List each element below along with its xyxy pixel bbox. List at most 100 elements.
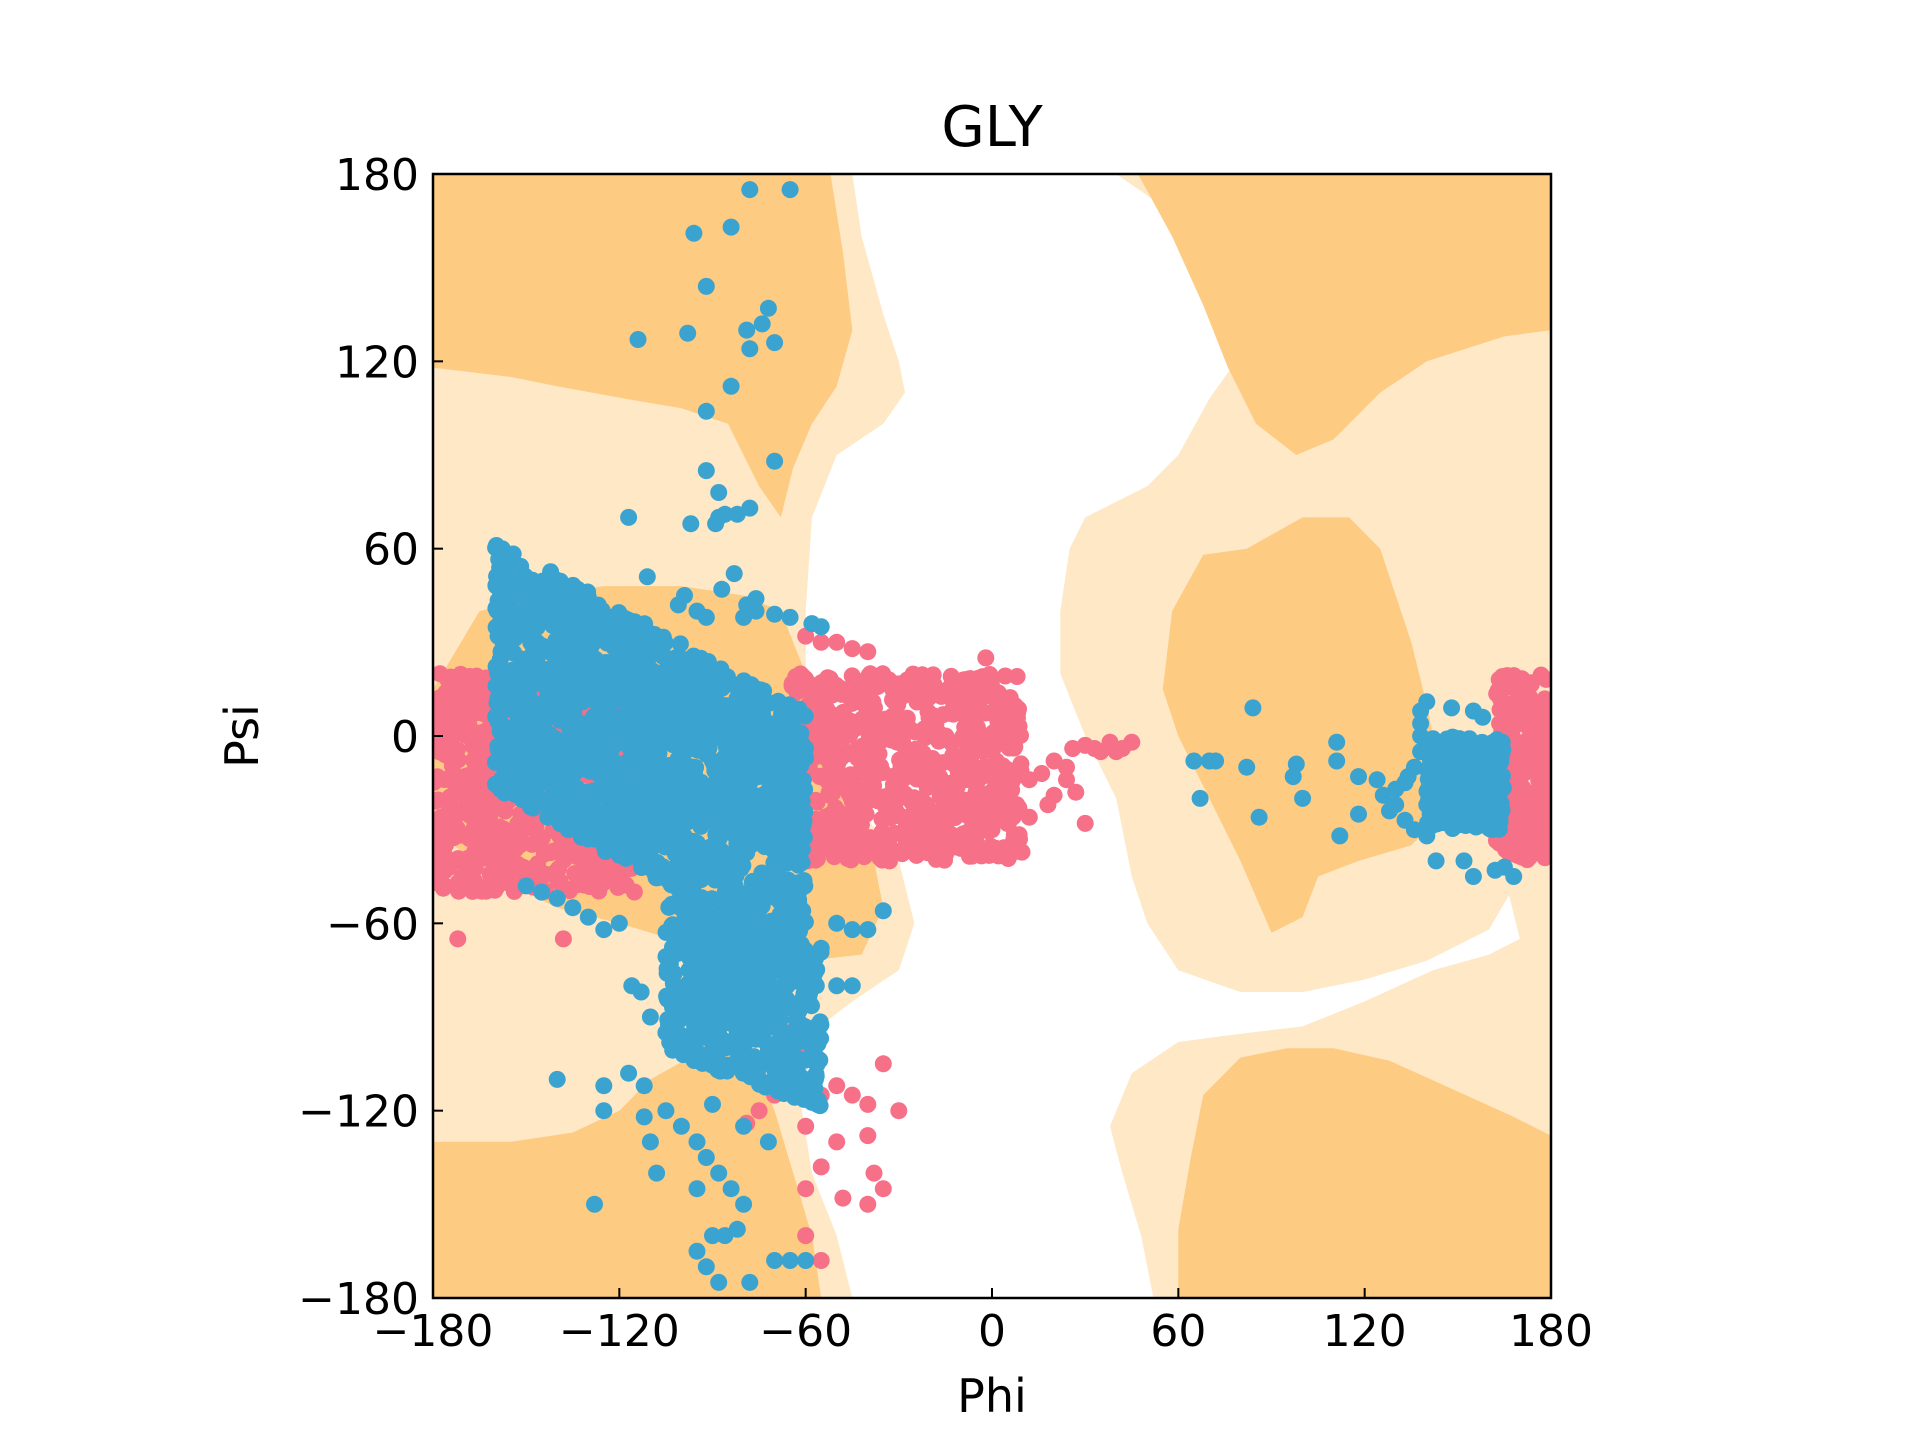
scatter-point: [747, 1030, 765, 1048]
scatter-point: [1514, 841, 1532, 859]
scatter-point: [718, 882, 736, 900]
scatter-point: [741, 340, 759, 358]
scatter-point: [636, 636, 654, 653]
scatter-point: [607, 667, 625, 685]
scatter-point: [933, 728, 951, 746]
scatter-point: [766, 1252, 784, 1269]
scatter-point: [788, 670, 806, 688]
scatter-point: [711, 974, 729, 992]
x-tick-label: 120: [1323, 1306, 1407, 1357]
scatter-point: [826, 716, 844, 734]
scatter-point: [681, 949, 698, 967]
scatter-point: [777, 835, 795, 853]
scatter-point: [446, 785, 464, 803]
scatter-point: [759, 1133, 777, 1151]
scatter-point: [737, 893, 755, 911]
scatter-point: [1443, 699, 1461, 717]
scatter-point: [902, 836, 920, 854]
x-tick-label: −120: [559, 1306, 680, 1357]
scatter-point: [843, 921, 861, 939]
scatter-point: [673, 855, 691, 873]
scatter-point: [779, 851, 797, 869]
scatter-point: [1086, 740, 1103, 757]
scatter-point: [797, 1252, 815, 1269]
scatter-point: [601, 815, 619, 833]
x-tick-label: −180: [373, 1306, 494, 1357]
scatter-point: [1008, 796, 1026, 814]
scatter-point: [752, 824, 770, 842]
scatter-point: [1238, 758, 1256, 776]
scatter-point: [859, 643, 877, 661]
scatter-point: [635, 1108, 653, 1126]
scatter-point: [834, 1189, 852, 1207]
scatter-point: [722, 218, 740, 236]
scatter-point: [592, 607, 610, 624]
scatter-point: [874, 1180, 892, 1198]
scatter-point: [1496, 694, 1513, 712]
x-tick-label: 0: [978, 1306, 1006, 1357]
scatter-point: [759, 299, 777, 317]
scatter-point: [704, 719, 722, 737]
favored-region: [1178, 1048, 1551, 1298]
scatter-point: [1419, 814, 1437, 832]
scatter-point: [640, 696, 658, 714]
scatter-point: [1537, 750, 1551, 768]
scatter-point: [580, 644, 598, 662]
x-axis-label: Phi: [957, 1369, 1027, 1423]
scatter-point: [696, 742, 714, 760]
scatter-point: [744, 730, 762, 748]
scatter-point: [735, 608, 753, 626]
scatter-point: [513, 791, 531, 808]
scatter-point: [1498, 667, 1516, 685]
scatter-point: [811, 768, 829, 785]
scatter-point: [828, 1077, 846, 1095]
scatter-point: [1519, 819, 1537, 837]
scatter-point: [812, 618, 830, 636]
scatter-point: [641, 1008, 659, 1026]
scatter-point: [915, 794, 933, 812]
scatter-point: [952, 839, 970, 857]
scatter-point: [661, 1010, 679, 1028]
y-tick-label: −120: [298, 1087, 419, 1138]
scatter-point: [503, 573, 521, 591]
scatter-point: [452, 665, 470, 683]
scatter-point: [592, 762, 609, 780]
scatter-point: [735, 1117, 753, 1135]
scatter-point: [710, 484, 728, 501]
scatter-point: [694, 1054, 711, 1072]
scatter-point: [719, 869, 736, 887]
scatter-point: [738, 844, 756, 862]
scatter-point: [487, 537, 505, 554]
scatter-point: [679, 324, 697, 342]
scatter-point: [921, 671, 939, 689]
scatter-point: [610, 709, 628, 727]
scatter-point: [445, 821, 463, 839]
scatter-point: [1331, 827, 1349, 845]
scatter-point: [977, 649, 995, 667]
scatter-point: [1473, 733, 1491, 751]
scatter-point: [893, 764, 911, 782]
scatter-point: [804, 1072, 822, 1090]
scatter-point: [634, 734, 652, 752]
scatter-point: [433, 665, 449, 683]
scatter-point: [949, 753, 967, 771]
scatter-point: [1437, 766, 1455, 783]
scatter-point: [672, 1039, 690, 1057]
scatter-point: [629, 331, 647, 348]
scatter-point: [657, 1024, 675, 1042]
scatter-point: [755, 751, 773, 769]
scatter-point: [766, 334, 784, 352]
x-tick-label: 60: [1150, 1306, 1206, 1357]
scatter-point: [1039, 796, 1057, 814]
favored-region: [1162, 517, 1443, 933]
scatter-point: [620, 508, 638, 526]
scatter-point: [552, 704, 570, 722]
scatter-point: [924, 707, 942, 725]
scatter-point: [685, 224, 703, 242]
scatter-point: [866, 699, 883, 717]
scatter-point: [843, 640, 861, 658]
scatter-point: [928, 821, 945, 839]
scatter-point: [571, 817, 589, 835]
scatter-point: [526, 859, 543, 876]
scatter-point: [723, 898, 741, 916]
